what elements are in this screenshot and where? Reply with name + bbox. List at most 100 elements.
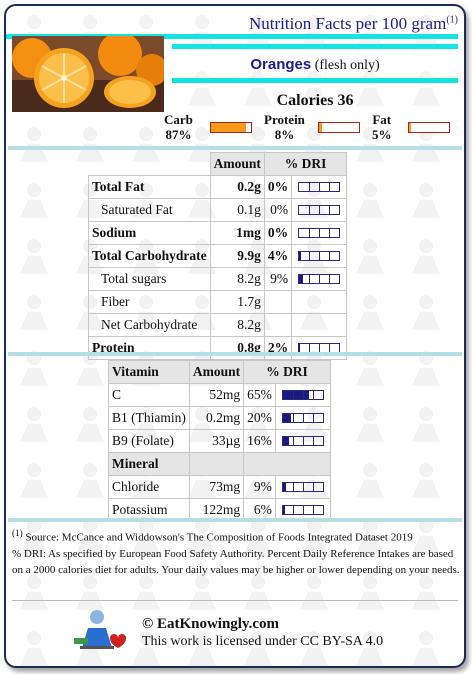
nutrient-name: Total Fat — [88, 175, 211, 199]
nutrient-amount: 0.2g — [209, 175, 265, 199]
col-mineral: Mineral — [108, 452, 190, 476]
nutrient-amount: 8.2g — [209, 267, 265, 291]
nutrient-amount: 0.1g — [209, 198, 265, 222]
macro-fat: Fat 5% — [372, 112, 392, 142]
mineral-amount: 73mg — [188, 475, 245, 499]
divider-mid — [172, 44, 458, 49]
food-name-line: Oranges (flesh only) — [172, 56, 458, 74]
vitamin-dri: 16% — [243, 429, 276, 453]
col-dri: % DRI — [263, 152, 348, 176]
nutrient-row: Total Fat 0.2g 0% — [88, 175, 348, 199]
mineral-dri-bar — [274, 475, 331, 499]
macro-fat-label: Fat — [372, 112, 392, 127]
footnote-marker: (1) — [12, 528, 23, 538]
nutrient-row: Protein 0.8g 2% — [88, 336, 348, 360]
vitamin-amount: 0.2mg — [188, 406, 245, 430]
vitamin-table-header: Vitamin Amount % DRI — [108, 360, 331, 384]
vitamin-name: C — [108, 383, 190, 407]
vitamin-dri-meter — [281, 413, 324, 423]
nutrient-dri-meter — [298, 182, 341, 192]
nutrition-card: Nutrition Facts per 100 gram(1) Oranges … — [4, 4, 466, 668]
nutrient-row: Total Carbohydrate 9.9g 4% — [88, 244, 348, 268]
food-name: Oranges — [250, 56, 312, 73]
nutrient-dri-bar — [291, 336, 348, 360]
nutrient-name: Fiber — [88, 290, 211, 314]
col-amount: Amount — [209, 152, 265, 176]
food-photo — [12, 36, 164, 112]
vitamin-name: B1 (Thiamin) — [108, 406, 190, 430]
col-vit-amount: Amount — [188, 360, 245, 384]
mineral-dri-meter — [281, 505, 324, 515]
footnote-dri: % DRI: As specified by European Food Saf… — [12, 547, 460, 576]
nutrient-dri-meter — [298, 251, 341, 261]
nutrient-amount: 1.7g — [209, 290, 265, 314]
nutrient-dri — [263, 313, 293, 337]
nutrient-dri-bar — [291, 313, 348, 337]
nutrient-row: Sodium 1mg 0% — [88, 221, 348, 245]
nutrient-dri-bar — [291, 175, 348, 199]
vitamin-name: B9 (Folate) — [108, 429, 190, 453]
title-footnote-marker: (1) — [446, 14, 458, 26]
nutrient-dri: 2% — [263, 336, 293, 360]
title-text: Nutrition Facts per 100 gram — [248, 14, 447, 33]
nutrient-name: Saturated Fat — [88, 198, 211, 222]
section-separator-2 — [8, 352, 462, 356]
nutrient-name: Sodium — [88, 221, 211, 245]
footer-rule — [12, 600, 458, 601]
divider-food — [172, 78, 458, 83]
credit: © EatKnowingly.com This work is licensed… — [142, 616, 383, 650]
vitamin-dri-bar — [274, 406, 331, 430]
nutrient-amount: 1mg — [209, 221, 265, 245]
vitamin-dri-bar — [274, 383, 331, 407]
nutrient-dri-bar — [291, 267, 348, 291]
macro-protein-bar — [318, 122, 360, 133]
food-qualifier: (flesh only) — [314, 58, 380, 73]
vitamin-dri-meter — [281, 390, 324, 400]
macro-carb-pct: 87% — [165, 127, 192, 142]
macro-carb: Carb 87% — [164, 112, 193, 142]
macro-protein-pct: 8% — [274, 127, 295, 142]
macro-protein: Protein 8% — [264, 112, 305, 142]
vitamin-row: C 52mg 65% — [108, 383, 331, 407]
eatknowingly-logo-icon — [74, 610, 126, 649]
nutrient-table: Amount % DRI Total Fat 0.2g 0% Saturated Fa… — [88, 152, 348, 360]
nutrient-name: Total sugars — [88, 267, 211, 291]
section-separator-3 — [8, 518, 462, 522]
nutrient-dri-meter — [298, 205, 341, 215]
footnote: (1) Source: McCance and Widdowson's The … — [12, 525, 460, 578]
vitamin-dri-bar — [274, 429, 331, 453]
vitamin-row: B1 (Thiamin) 0.2mg 20% — [108, 406, 331, 430]
section-separator-1 — [8, 146, 462, 150]
nutrient-dri-meter — [298, 274, 341, 284]
macro-protein-label: Protein — [264, 112, 305, 127]
nutrient-name: Net Carbohydrate — [88, 313, 211, 337]
nutrient-name: Protein — [88, 336, 211, 360]
nutrient-dri: 4% — [263, 244, 293, 268]
footnote-source: Source: McCance and Widdowson's The Comp… — [25, 531, 413, 544]
mineral-row: Chloride 73mg 9% — [108, 475, 331, 499]
nutrient-row: Saturated Fat 0.1g 0% — [88, 198, 348, 222]
macro-fat-bar — [408, 122, 450, 133]
calories-value: 36 — [337, 92, 354, 109]
vitamin-amount: 52mg — [188, 383, 245, 407]
nutrient-row: Net Carbohydrate 8.2g — [88, 313, 348, 337]
nutrient-amount: 8.2g — [209, 313, 265, 337]
vitamin-dri: 20% — [243, 406, 276, 430]
nutrient-table-header: Amount % DRI — [88, 152, 348, 176]
mineral-dri: 9% — [243, 475, 276, 499]
calories-label: Calories — [276, 92, 334, 109]
nutrient-amount: 0.8g — [209, 336, 265, 360]
license-text: This work is licensed under CC BY-SA 4.0 — [142, 634, 384, 649]
calories: Calories 36 — [172, 92, 458, 110]
vitamin-table: Vitamin Amount % DRI C 52mg 65% B1 (Thiamin… — [108, 360, 331, 522]
nutrient-dri: 0% — [263, 198, 293, 222]
nutrient-row: Fiber 1.7g — [88, 290, 348, 314]
vitamin-amount: 33µg — [188, 429, 245, 453]
page-title: Nutrition Facts per 100 gram(1) — [6, 14, 458, 34]
col-vitamin: Vitamin — [108, 360, 190, 384]
divider-top — [6, 34, 458, 39]
col-vit-dri: % DRI — [243, 360, 331, 384]
mineral-table-header: Mineral — [108, 452, 331, 476]
nutrient-name: Total Carbohydrate — [88, 244, 211, 268]
nutrient-dri: 0% — [263, 221, 293, 245]
